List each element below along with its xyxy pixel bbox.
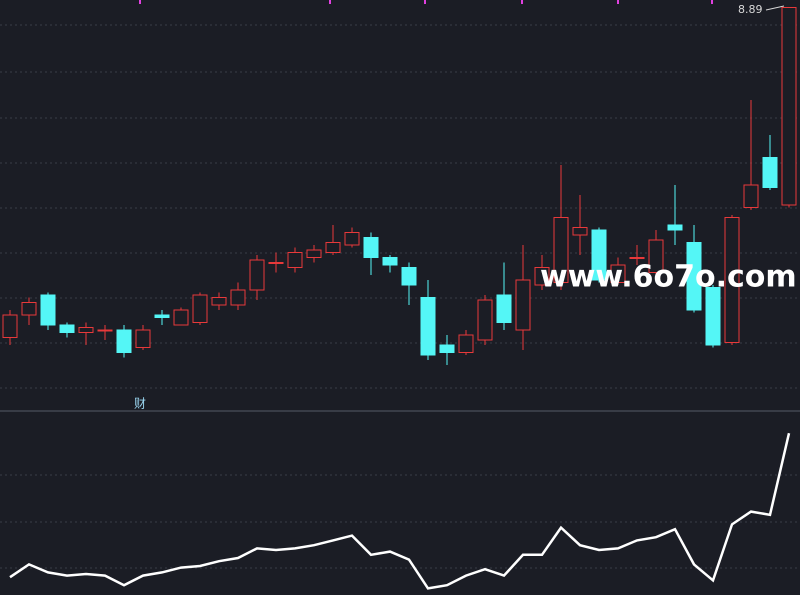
candle-body — [382, 257, 398, 266]
candle-body — [344, 232, 360, 246]
candle-body — [249, 259, 265, 291]
candle-body — [458, 334, 474, 353]
candle-body — [648, 239, 664, 273]
candle-body — [97, 329, 113, 332]
candle-body — [591, 229, 607, 281]
candle-body — [705, 287, 721, 346]
annotation-arrow — [765, 5, 785, 11]
candle-body — [781, 7, 797, 206]
candle-body — [287, 252, 303, 268]
top-markers — [139, 0, 713, 4]
candle-body — [496, 294, 512, 323]
candle-body — [40, 294, 56, 326]
candle-body — [420, 297, 436, 356]
candle-body — [667, 224, 683, 231]
candle-body — [21, 302, 37, 316]
candle-body — [439, 344, 455, 353]
candle-body — [192, 294, 208, 323]
candle-body — [116, 329, 132, 353]
grid — [0, 24, 800, 569]
candle-body — [59, 324, 75, 333]
candle-body — [515, 279, 531, 331]
candle-body — [686, 242, 702, 311]
watermark: www.6o7o.com — [540, 260, 797, 295]
candle-body — [325, 242, 341, 253]
candle-body — [401, 267, 417, 286]
candle-body — [629, 257, 645, 259]
indicator-line — [9, 432, 791, 590]
high-annotation: 8.89 — [738, 3, 763, 16]
candle-body — [477, 299, 493, 341]
indicator-panel — [9, 432, 791, 590]
candle-body — [154, 314, 170, 318]
candle-body — [268, 262, 284, 264]
candle-body — [743, 184, 759, 208]
candle-body — [610, 264, 626, 283]
candle-body — [553, 217, 569, 283]
candle-body — [534, 267, 550, 286]
candle-body — [762, 157, 778, 188]
candles — [2, 7, 797, 365]
candle-body — [173, 309, 189, 326]
event-marker: 财 — [134, 397, 146, 411]
candle-body — [135, 329, 151, 348]
candle-body — [211, 297, 227, 306]
candle-body — [724, 217, 740, 343]
candle-body — [363, 237, 379, 258]
candle-body — [78, 327, 94, 333]
candle-body — [230, 289, 246, 306]
candle-body — [2, 314, 18, 338]
candle-body — [572, 227, 588, 236]
candle-body — [306, 249, 322, 258]
